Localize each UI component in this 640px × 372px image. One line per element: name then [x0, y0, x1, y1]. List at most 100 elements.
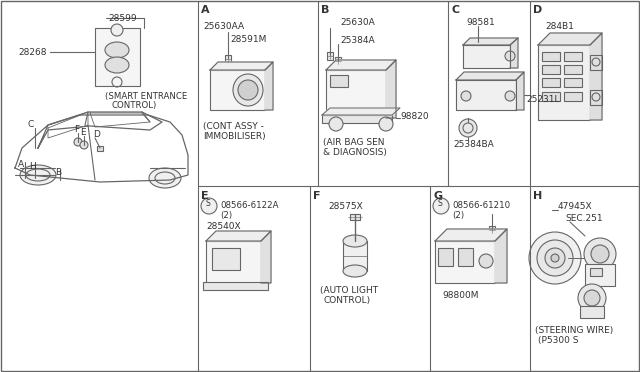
- Polygon shape: [456, 80, 516, 110]
- Bar: [210, 70, 265, 110]
- Bar: [95, 28, 140, 86]
- Ellipse shape: [105, 42, 129, 58]
- Text: 28540X: 28540X: [206, 222, 241, 231]
- Text: 28575X: 28575X: [328, 202, 363, 211]
- Ellipse shape: [343, 265, 367, 277]
- Bar: [590, 55, 602, 70]
- Text: H: H: [533, 191, 542, 201]
- Text: B: B: [55, 168, 61, 177]
- Text: (2): (2): [452, 211, 464, 220]
- Text: D: D: [93, 130, 100, 139]
- Bar: [225, 55, 231, 63]
- Text: 25630A: 25630A: [340, 18, 375, 27]
- Text: C: C: [451, 5, 459, 15]
- Text: G: G: [433, 191, 442, 201]
- Text: S: S: [438, 199, 443, 208]
- Text: (P5300 S: (P5300 S: [538, 336, 579, 345]
- Ellipse shape: [459, 119, 477, 137]
- Text: (CONT ASSY -: (CONT ASSY -: [203, 122, 264, 131]
- Polygon shape: [456, 72, 524, 80]
- Ellipse shape: [584, 238, 616, 270]
- Ellipse shape: [233, 74, 263, 106]
- Ellipse shape: [529, 232, 581, 284]
- Bar: [438, 248, 453, 266]
- Polygon shape: [210, 62, 273, 70]
- Ellipse shape: [149, 168, 181, 188]
- Text: H: H: [29, 162, 36, 171]
- Ellipse shape: [584, 290, 600, 306]
- Ellipse shape: [545, 248, 565, 268]
- Bar: [542, 52, 560, 61]
- Ellipse shape: [461, 91, 471, 101]
- Polygon shape: [326, 60, 396, 70]
- Bar: [542, 78, 560, 87]
- Bar: [322, 115, 392, 123]
- Ellipse shape: [201, 198, 217, 214]
- Bar: [330, 75, 348, 87]
- Ellipse shape: [80, 141, 88, 149]
- Bar: [97, 146, 103, 151]
- Ellipse shape: [379, 117, 393, 131]
- Text: 284B1: 284B1: [545, 22, 574, 31]
- Ellipse shape: [343, 235, 367, 247]
- Text: 08566-6122A: 08566-6122A: [220, 201, 278, 210]
- Ellipse shape: [105, 57, 129, 73]
- Text: 98820: 98820: [400, 112, 429, 121]
- Text: 25384A: 25384A: [340, 36, 374, 45]
- Text: & DIAGNOSIS): & DIAGNOSIS): [323, 148, 387, 157]
- Bar: [435, 241, 495, 283]
- Bar: [590, 90, 602, 105]
- Polygon shape: [206, 231, 271, 241]
- Text: C: C: [28, 120, 35, 129]
- Text: D: D: [533, 5, 542, 15]
- Bar: [327, 52, 333, 60]
- Text: 25231L: 25231L: [526, 95, 559, 104]
- Text: 98800M: 98800M: [442, 291, 479, 300]
- Polygon shape: [463, 45, 510, 68]
- Text: SEC.251: SEC.251: [565, 214, 603, 223]
- Text: F: F: [313, 191, 321, 201]
- Bar: [350, 214, 360, 220]
- Ellipse shape: [329, 117, 343, 131]
- Text: (AUTO LIGHT: (AUTO LIGHT: [320, 286, 378, 295]
- Text: E: E: [80, 128, 86, 137]
- Text: F: F: [74, 125, 79, 134]
- Polygon shape: [261, 231, 271, 283]
- Polygon shape: [265, 62, 273, 110]
- Bar: [212, 248, 240, 270]
- Bar: [564, 92, 582, 101]
- Bar: [564, 65, 582, 74]
- Bar: [564, 78, 582, 87]
- Ellipse shape: [537, 240, 573, 276]
- Text: B: B: [321, 5, 330, 15]
- Polygon shape: [590, 33, 602, 120]
- Ellipse shape: [111, 24, 123, 36]
- Text: (STEERING WIRE): (STEERING WIRE): [535, 326, 613, 335]
- Bar: [542, 65, 560, 74]
- Polygon shape: [463, 38, 518, 45]
- Polygon shape: [435, 229, 507, 241]
- Text: CONTROL): CONTROL): [112, 101, 157, 110]
- Polygon shape: [516, 72, 524, 110]
- Text: 47945X: 47945X: [558, 202, 593, 211]
- Text: S: S: [206, 199, 211, 208]
- Text: E: E: [201, 191, 209, 201]
- Text: 28599: 28599: [108, 14, 136, 23]
- Text: (AIR BAG SEN: (AIR BAG SEN: [323, 138, 385, 147]
- Text: CONTROL): CONTROL): [324, 296, 371, 305]
- Polygon shape: [322, 108, 400, 115]
- Bar: [203, 282, 268, 290]
- Bar: [326, 70, 386, 118]
- Bar: [538, 45, 590, 120]
- Text: (SMART ENTRANCE: (SMART ENTRANCE: [105, 92, 188, 101]
- Polygon shape: [386, 60, 396, 118]
- Text: 25384BA: 25384BA: [453, 140, 493, 149]
- Ellipse shape: [238, 80, 258, 100]
- Ellipse shape: [433, 198, 449, 214]
- Ellipse shape: [20, 165, 56, 185]
- Bar: [542, 92, 560, 101]
- Bar: [206, 241, 261, 283]
- Ellipse shape: [74, 138, 82, 146]
- Bar: [343, 241, 367, 271]
- Bar: [335, 57, 341, 65]
